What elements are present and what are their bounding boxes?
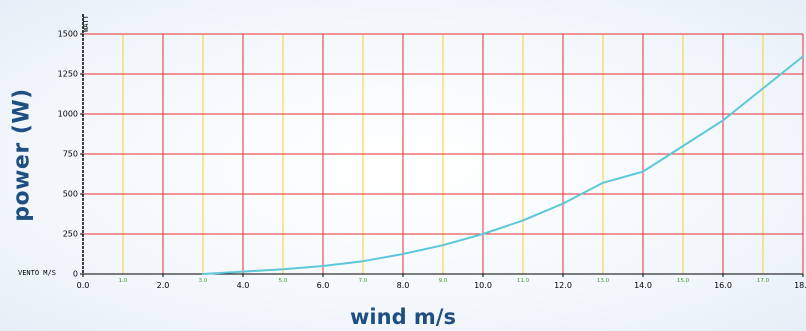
tick-labels: 0 250 500 750 1000 1250 1500 0.0 2.0 4.0 6.0 8.0 10.… [58, 30, 806, 291]
x-minor-tick-label: 17.0 [757, 278, 770, 284]
x-minor-tick-label: 7.0 [359, 278, 368, 284]
data-point [202, 273, 204, 275]
y-tick-label: 250 [63, 230, 78, 239]
y-unit-label: WATT [82, 14, 90, 32]
data-point [642, 170, 644, 173]
y-tick-label: 0 [73, 270, 78, 279]
y-tick-label: 1500 [58, 30, 78, 39]
x-tick-label: 8.0 [397, 281, 410, 290]
x-tick-label: 16.0 [714, 281, 732, 290]
y-tick-label: 1250 [58, 70, 78, 79]
y-axis-title-container: power (W) [0, 0, 40, 331]
x-minor-tick-label: 3.0 [199, 278, 208, 284]
x-unit-label: VENTO M/S [18, 269, 56, 277]
axes [80, 14, 804, 277]
data-point [362, 260, 364, 263]
data-point [562, 202, 564, 205]
x-axis-title: wind m/s [350, 305, 456, 329]
data-point [482, 233, 484, 235]
x-minor-tick-label: 9.0 [439, 278, 448, 284]
series-lines [202, 55, 804, 275]
x-tick-label: 4.0 [237, 281, 250, 290]
x-tick-label: 6.0 [317, 281, 330, 290]
data-point [442, 244, 444, 246]
x-tick-label: 0.0 [77, 281, 90, 290]
data-point [282, 268, 284, 271]
data-point [322, 265, 324, 267]
data-point [522, 219, 524, 222]
y-tick-label: 1000 [58, 110, 78, 119]
x-minor-tick-label: 13.0 [597, 278, 610, 284]
y-tick-label: 500 [63, 190, 78, 199]
series-line [202, 55, 804, 275]
x-tick-label: 12.0 [554, 281, 572, 290]
data-point [402, 253, 404, 255]
x-tick-label: 10.0 [474, 281, 492, 290]
x-tick-label: 2.0 [157, 281, 170, 290]
grid-lines [83, 33, 804, 274]
y-axis-title: power (W) [9, 88, 35, 222]
data-point [802, 55, 804, 58]
data-point [722, 119, 724, 122]
x-minor-tick-label: 5.0 [279, 278, 288, 284]
x-minor-tick-label: 15.0 [677, 278, 690, 284]
x-tick-label: 18.0 [794, 281, 806, 290]
data-point [602, 182, 604, 184]
data-point [682, 145, 684, 147]
x-minor-tick-label: 11.0 [517, 278, 530, 284]
data-point [242, 270, 244, 273]
x-tick-label: 14.0 [634, 281, 652, 290]
data-point [762, 87, 764, 90]
x-minor-tick-label: 1.0 [119, 278, 128, 284]
y-tick-label: 750 [63, 150, 78, 159]
